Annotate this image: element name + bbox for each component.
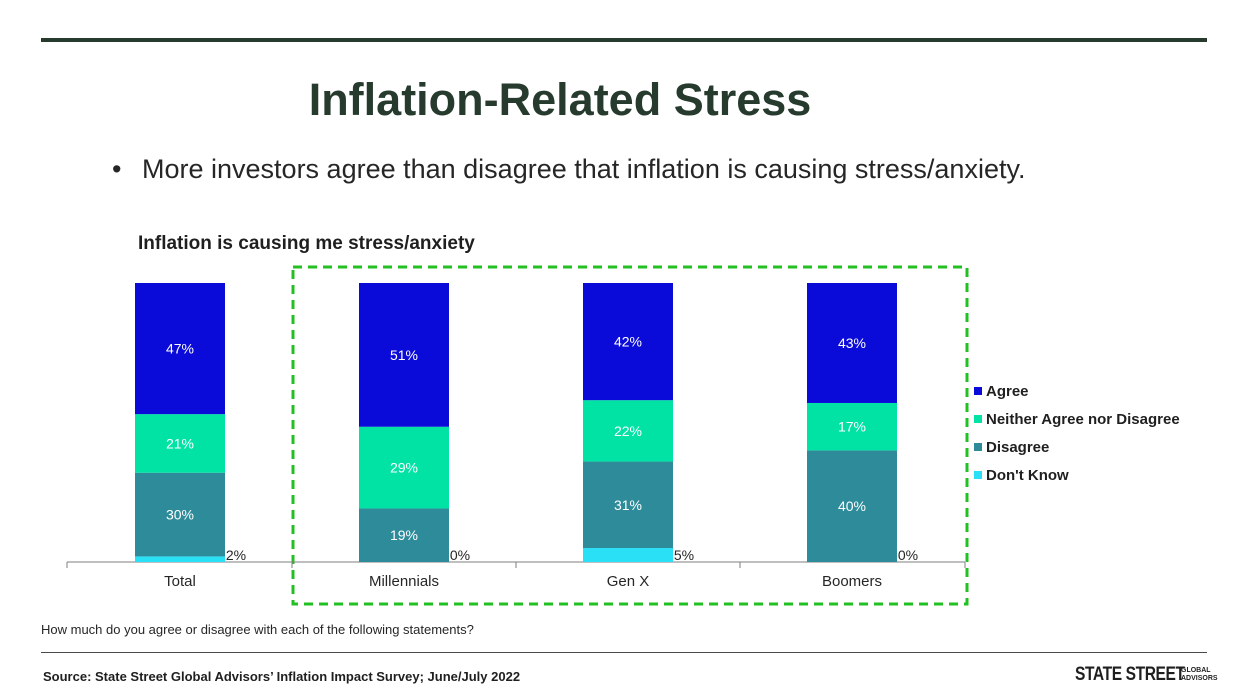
chart-legend: Agree Neither Agree nor Disagree Disagree D… [974, 377, 1180, 489]
logo-sub-2: ADVISORS [1181, 675, 1218, 682]
legend-item: Neither Agree nor Disagree [974, 405, 1180, 433]
data-label: 30% [166, 507, 194, 523]
category-label: Total [164, 573, 196, 590]
chart-title: Inflation is causing me stress/anxiety [138, 233, 475, 254]
bullet-marker: • [112, 154, 122, 184]
bar-segment-agree [359, 283, 449, 427]
bar-segment-agree [583, 283, 673, 401]
data-label: 0% [898, 547, 918, 563]
slide-title: Inflation-Related Stress [308, 74, 812, 125]
legend-swatch [974, 387, 982, 395]
bar-segment-neither-agree-nor-disagree [359, 426, 449, 509]
legend-label: Don't Know [986, 466, 1069, 484]
source-note: Source: State Street Global Advisors’ In… [43, 669, 521, 684]
bar-segment-neither-agree-nor-disagree [807, 402, 897, 451]
category-label: Gen X [607, 573, 650, 590]
category-label: Millennials [369, 573, 439, 590]
data-label: 42% [614, 334, 642, 350]
data-label: 47% [166, 341, 194, 357]
logo-sub-1: GLOBAL [1181, 667, 1211, 674]
data-label: 19% [390, 527, 418, 543]
data-label: 31% [614, 497, 642, 513]
bar-segment-don-t-know [583, 548, 673, 562]
bar-segment-disagree [359, 508, 449, 562]
category-label: Boomers [822, 573, 882, 590]
data-label: 22% [614, 423, 642, 439]
bullet-point: • More investors agree than disagree that… [112, 154, 1025, 185]
bar-segment-neither-agree-nor-disagree [135, 414, 225, 473]
legend-swatch [974, 443, 982, 451]
state-street-logo: STATE STREET GLOBAL ADVISORS [1075, 664, 1218, 686]
legend-swatch [974, 415, 982, 423]
bar-segment-neither-agree-nor-disagree [583, 400, 673, 462]
bottom-rule [41, 652, 1207, 653]
legend-label: Disagree [986, 438, 1050, 456]
survey-question: How much do you agree or disagree with e… [41, 622, 474, 637]
data-label: 0% [450, 547, 470, 563]
bullet-text: More investors agree than disagree that … [142, 154, 1026, 184]
data-label: 17% [838, 419, 866, 435]
logo-wordmark: STATE STREET [1075, 664, 1185, 685]
top-rule [41, 38, 1207, 42]
bar-segment-agree [807, 283, 897, 403]
highlight-box [291, 265, 969, 606]
legend-label: Neither Agree nor Disagree [986, 410, 1180, 428]
data-label: 5% [674, 547, 694, 563]
legend-item: Disagree [974, 433, 1180, 461]
bar-segment-disagree [807, 450, 897, 562]
data-label: 29% [390, 460, 418, 476]
data-label: 51% [390, 347, 418, 363]
data-label: 43% [838, 335, 866, 351]
logo-subtitle: GLOBAL ADVISORS [1181, 667, 1218, 683]
data-label: 40% [838, 498, 866, 514]
bar-segment-disagree [135, 472, 225, 557]
data-label: 21% [166, 435, 194, 451]
bar-segment-agree [135, 283, 225, 415]
legend-label: Agree [986, 382, 1029, 400]
bar-segment-don-t-know [135, 556, 225, 562]
data-label: 2% [226, 547, 246, 563]
bar-segment-disagree [583, 461, 673, 549]
legend-item: Agree [974, 377, 1180, 405]
legend-swatch [974, 471, 982, 479]
legend-item: Don't Know [974, 461, 1180, 489]
